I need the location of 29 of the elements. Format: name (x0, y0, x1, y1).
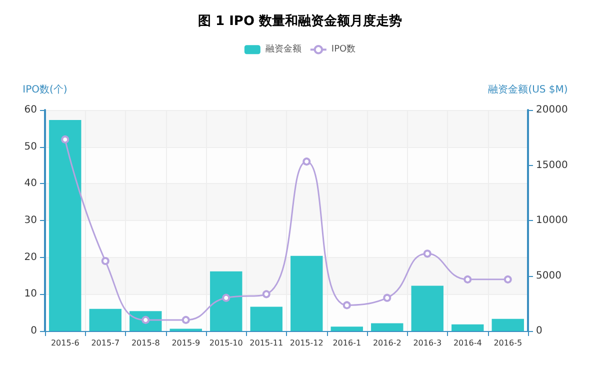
y-tick-label: 50 (24, 141, 37, 152)
x-tick-label: 2015-10 (209, 338, 243, 348)
x-tick-label: 2015-12 (290, 338, 324, 348)
y-tick-label: 0 (30, 326, 37, 336)
y2-axis-title: 融资金额(US $M) (488, 84, 568, 96)
x-tick-label: 2015-6 (50, 338, 80, 348)
chart-title: 图 1 IPO 数量和融资金额月度走势 (198, 13, 402, 29)
legend-label: IPO数 (331, 44, 356, 55)
x-tick-label: 2015-8 (131, 338, 160, 348)
y2-tick-label: 10000 (536, 215, 568, 226)
x-tick-label: 2015-11 (250, 338, 284, 348)
y-tick-label: 40 (24, 178, 37, 190)
y2-tick-label: 20000 (536, 104, 568, 116)
x-tick-label: 2016-5 (494, 338, 522, 348)
legend-label: 融资金额 (265, 44, 302, 55)
y-tick-label: 60 (24, 104, 37, 116)
x-tick-label: 2015-7 (91, 338, 120, 348)
y2-tick-label: 5000 (536, 270, 562, 282)
y-tick-label: 30 (24, 215, 37, 226)
x-tick-label: 2015-9 (172, 338, 200, 348)
y2-tick-label: 0 (536, 326, 542, 336)
x-tick-label: 2016-2 (372, 338, 402, 348)
y-axis-title: IPO数(个) (22, 84, 68, 96)
x-tick-label: 2016-4 (453, 338, 482, 348)
x-tick-label: 2016-1 (332, 338, 362, 348)
y2-tick-label: 15000 (536, 160, 568, 171)
x-tick-label: 2016-3 (413, 338, 442, 348)
y-tick-label: 20 (24, 252, 37, 263)
y-tick-label: 10 (24, 288, 37, 300)
